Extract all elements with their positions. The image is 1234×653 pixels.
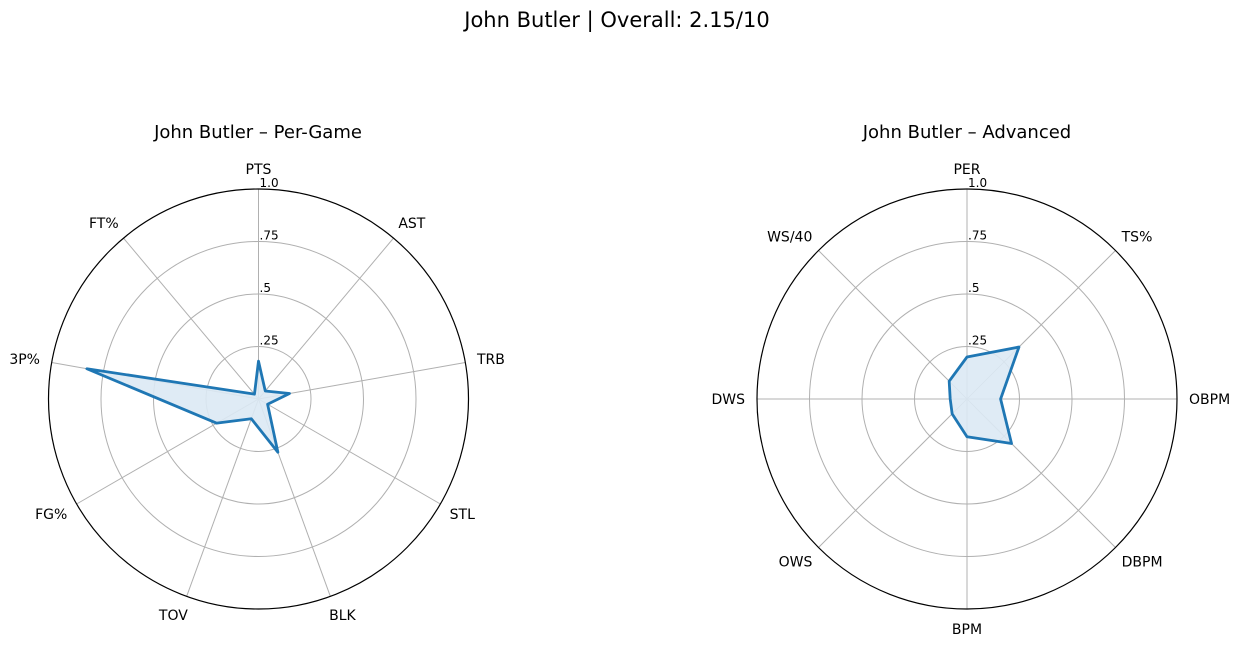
grid-ring bbox=[809, 241, 1125, 557]
radial-tick-label: .5 bbox=[968, 281, 979, 295]
data-series-polygon bbox=[85, 359, 291, 454]
axis-label-trb: TRB bbox=[476, 352, 505, 368]
axis-label-ft: FT% bbox=[89, 216, 119, 232]
data-point-bpm bbox=[966, 436, 968, 438]
figure-title: John Butler | Overall: 2.15/10 bbox=[464, 8, 770, 32]
axis-label-blk: BLK bbox=[329, 608, 356, 624]
axis-label-obpm: OBPM bbox=[1189, 392, 1230, 408]
radial-tick-label: .75 bbox=[260, 229, 279, 243]
axis-label-tov: TOV bbox=[158, 608, 188, 624]
data-point-blk bbox=[277, 451, 279, 453]
chart-title-advanced: John Butler – Advanced bbox=[862, 122, 1072, 143]
grid-ring bbox=[100, 241, 417, 557]
grid-ring bbox=[153, 293, 364, 505]
axis-label-bpm: BPM bbox=[952, 622, 982, 638]
data-point-3p bbox=[86, 368, 88, 370]
data-point-fg bbox=[216, 422, 218, 424]
data-point-ft bbox=[253, 393, 255, 395]
grid-ring bbox=[861, 293, 1073, 505]
outer-ring bbox=[47, 188, 470, 610]
data-point-ast bbox=[264, 390, 266, 392]
axis-label-stl: STL bbox=[450, 507, 475, 523]
data-point-stl bbox=[267, 403, 269, 405]
axis-label-pts: PTS bbox=[246, 162, 272, 178]
axis-label-ows: OWS bbox=[779, 555, 813, 571]
axis-label-dbpm: DBPM bbox=[1122, 555, 1163, 571]
radial-tick-label: 1.0 bbox=[260, 176, 279, 190]
data-point-ts bbox=[1018, 346, 1020, 348]
axis-label-fg: FG% bbox=[35, 507, 67, 523]
radial-tick-label: 1.0 bbox=[968, 176, 987, 190]
radial-tick-label: .25 bbox=[260, 334, 279, 348]
data-point-dbpm bbox=[1011, 443, 1013, 445]
axis-label-dws: DWS bbox=[711, 392, 745, 408]
data-point-tov bbox=[250, 418, 252, 420]
chart-title-per-game: John Butler – Per-Game bbox=[153, 122, 362, 143]
axis-label-ast: AST bbox=[398, 216, 425, 232]
data-point-dws bbox=[949, 398, 951, 400]
axis-label-per: PER bbox=[953, 162, 980, 178]
data-point-obpm bbox=[1000, 398, 1002, 400]
radial-tick-label: .5 bbox=[260, 281, 271, 295]
axis-label-ts: TS% bbox=[1121, 229, 1153, 245]
data-point-ows bbox=[951, 413, 953, 415]
data-point-per bbox=[966, 356, 968, 358]
data-point-trb bbox=[289, 393, 291, 395]
grid-ring bbox=[914, 346, 1020, 452]
data-point-ws40 bbox=[948, 380, 950, 382]
axis-label-3p: 3P% bbox=[9, 352, 40, 368]
radial-tick-label: .25 bbox=[968, 334, 987, 348]
outer-ring bbox=[756, 188, 1178, 610]
radial-tick-label: .75 bbox=[968, 229, 987, 243]
data-point-pts bbox=[258, 360, 259, 362]
axis-label-ws40: WS/40 bbox=[767, 229, 812, 245]
data-series-polygon bbox=[947, 345, 1021, 445]
